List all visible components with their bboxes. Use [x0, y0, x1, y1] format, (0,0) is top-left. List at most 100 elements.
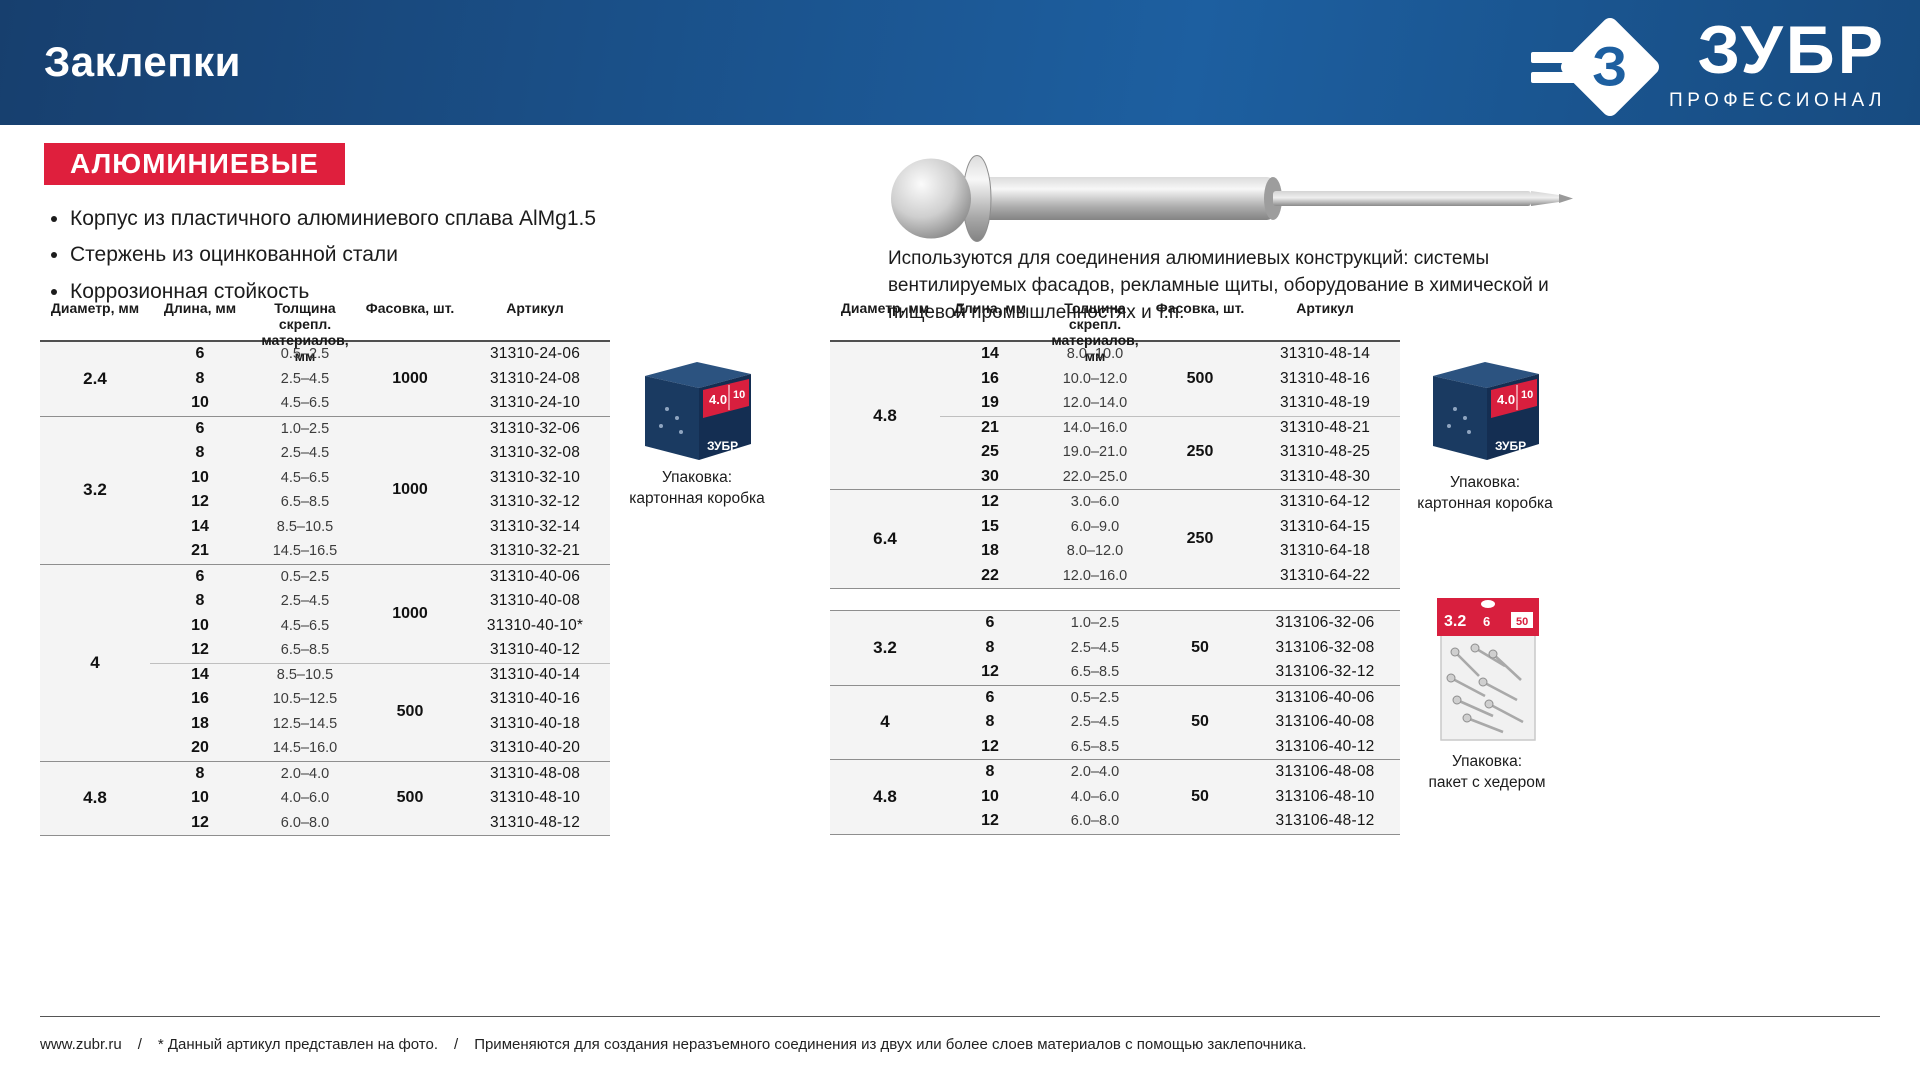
thickness-cell: 0.5–2.5 [1070, 689, 1120, 706]
length-cell: 30 [981, 467, 999, 485]
svg-text:50: 50 [1516, 616, 1528, 628]
article-cell: 31310-24-10 [489, 394, 581, 412]
diameter-group: 4.8 8 2.0–4.0 313106-48-08 10 4.0–6.0 313106-4… [830, 759, 1400, 834]
pack-qty-cell: 50 [1191, 787, 1209, 805]
article-cell: 31310-48-14 [1279, 345, 1371, 363]
feature-list: Корпус из пластичного алюминиевого сплав… [44, 196, 596, 314]
article-cell: 313106-40-08 [1275, 713, 1375, 731]
product-table-right-top: Диаметр, мм Длина, мм Толщина скрепл. мате… [830, 300, 1400, 589]
thickness-cell: 14.0–16.0 [1062, 419, 1128, 436]
article-cell: 31310-24-06 [489, 345, 581, 363]
length-cell: 18 [981, 542, 999, 560]
pack-qty-cell: 500 [1186, 369, 1214, 387]
svg-text:4.0: 4.0 [1497, 392, 1515, 407]
article-cell: 313106-32-06 [1275, 614, 1375, 632]
article-cell: 31310-48-19 [1279, 394, 1371, 412]
article-cell: 31310-48-10 [489, 789, 581, 807]
carton-box-image: 4.0 10 ЗУБР [1433, 362, 1539, 460]
site-url-link[interactable]: www.zubr.ru [40, 1036, 122, 1053]
article-cell: 313106-40-06 [1275, 688, 1375, 706]
column-header: Фасовка, шт. [365, 300, 455, 316]
article-cell: 31310-48-08 [489, 764, 581, 782]
thickness-cell: 19.0–21.0 [1062, 444, 1128, 461]
length-cell: 25 [981, 443, 999, 461]
category-badge: АЛЮМИНИЕВЫЕ [44, 143, 345, 185]
logo-speed-bars-icon [1531, 51, 1588, 83]
length-cell: 18 [191, 714, 209, 732]
diameter-group: 3.2 6 1.0–2.5 31310-32-06 8 2.5–4.5 31310-32-0… [40, 415, 610, 564]
length-cell: 6 [985, 614, 995, 632]
thickness-cell: 8.5–10.5 [276, 518, 334, 535]
packaging-caption: Упаковка: картонная коробка [1417, 474, 1553, 512]
diameter-cell: 2.4 [83, 368, 107, 388]
thickness-cell: 6.0–8.0 [1070, 813, 1120, 830]
length-cell: 6 [195, 345, 205, 363]
article-cell: 313106-48-12 [1275, 812, 1375, 830]
brand-logo-icon: З [1531, 14, 1663, 120]
diameter-cell: 4.8 [83, 788, 107, 808]
length-cell: 10 [981, 787, 999, 805]
thickness-cell: 4.5–6.5 [280, 395, 330, 412]
length-cell: 12 [981, 737, 999, 755]
diameter-cell: 4.8 [873, 405, 897, 425]
svg-text:6: 6 [1483, 614, 1490, 629]
thickness-cell: 8.0–12.0 [1066, 543, 1124, 560]
diameter-cell: 4 [880, 712, 890, 732]
length-cell: 12 [981, 663, 999, 681]
length-cell: 12 [981, 493, 999, 511]
thickness-cell: 4.5–6.5 [280, 469, 330, 486]
thickness-cell: 4.0–6.0 [280, 790, 330, 807]
svg-text:3.2: 3.2 [1444, 613, 1466, 630]
table-body: 2.4 6 0.5–2.5 31310-24-06 8 2.5–4.5 31310-24-0… [40, 340, 610, 836]
page-title: Заклепки [44, 38, 241, 85]
article-cell: 31310-32-10 [489, 468, 581, 486]
length-cell: 8 [195, 592, 205, 610]
article-cell: 31310-24-08 [489, 369, 581, 387]
pack-qty-cell: 250 [1186, 443, 1214, 461]
footer: www.zubr.ru / * Данный артикул представл… [40, 1036, 1307, 1053]
diameter-group: 4.8 14 8.0–10.0 31310-48-14 16 10.0–12.0 31310… [830, 342, 1400, 489]
article-cell: 31310-32-12 [489, 493, 581, 511]
thickness-cell: 2.5–4.5 [280, 445, 330, 462]
diameter-group: 2.4 6 0.5–2.5 31310-24-06 8 2.5–4.5 31310-24-0… [40, 342, 610, 416]
brand-logo: З ЗУБР ПРОФЕССИОНАЛ [1531, 12, 1886, 120]
svg-text:10: 10 [1521, 389, 1533, 401]
pack-qty-cell: 50 [1191, 638, 1209, 656]
thickness-cell: 6.5–8.5 [1070, 738, 1120, 755]
length-cell: 6 [195, 419, 205, 437]
column-header: Толщина скрепл. материалов, мм [261, 300, 349, 365]
article-cell: 313106-32-08 [1275, 638, 1375, 656]
column-header: Толщина скрепл. материалов, мм [1051, 300, 1139, 365]
thickness-cell: 2.5–4.5 [1070, 639, 1120, 656]
thickness-cell: 22.0–25.0 [1062, 468, 1128, 485]
length-cell: 8 [195, 369, 205, 387]
svg-text:10: 10 [733, 389, 745, 401]
thickness-cell: 0.5–2.5 [280, 346, 330, 363]
length-cell: 10 [191, 789, 209, 807]
column-header: Длина, мм [953, 300, 1027, 316]
feature-item: Корпус из пластичного алюминиевого сплав… [70, 205, 596, 232]
article-cell: 31310-48-30 [1279, 467, 1371, 485]
article-cell: 313106-32-12 [1275, 663, 1375, 681]
article-cell: 31310-40-20 [489, 739, 581, 757]
product-table-left: Диаметр, мм Длина, мм Толщина скрепл. мате… [40, 300, 610, 836]
brand-name: ЗУБР [1697, 12, 1886, 88]
length-cell: 6 [985, 688, 995, 706]
svg-text:ЗУБР: ЗУБР [707, 439, 738, 453]
pack-qty-cell: 1000 [392, 604, 428, 622]
feature-item: Коррозионная стойкость [70, 278, 596, 305]
svg-text:ЗУБР: ЗУБР [1495, 439, 1526, 453]
length-cell: 16 [191, 690, 209, 708]
length-cell: 8 [195, 444, 205, 462]
article-cell: 31310-48-21 [1279, 418, 1371, 436]
article-cell: 31310-64-22 [1279, 566, 1371, 584]
feature-item: Стержень из оцинкованной стали [70, 241, 596, 268]
thickness-cell: 12.5–14.5 [272, 715, 338, 732]
thickness-cell: 6.5–8.5 [280, 642, 330, 659]
footer-separator: / [137, 1036, 142, 1053]
article-cell: 313106-48-08 [1275, 763, 1375, 781]
article-cell: 31310-48-16 [1279, 369, 1371, 387]
article-cell: 31310-64-15 [1279, 517, 1371, 535]
pack-split-line [940, 415, 1400, 417]
thickness-cell: 14.5–16.5 [272, 543, 338, 560]
